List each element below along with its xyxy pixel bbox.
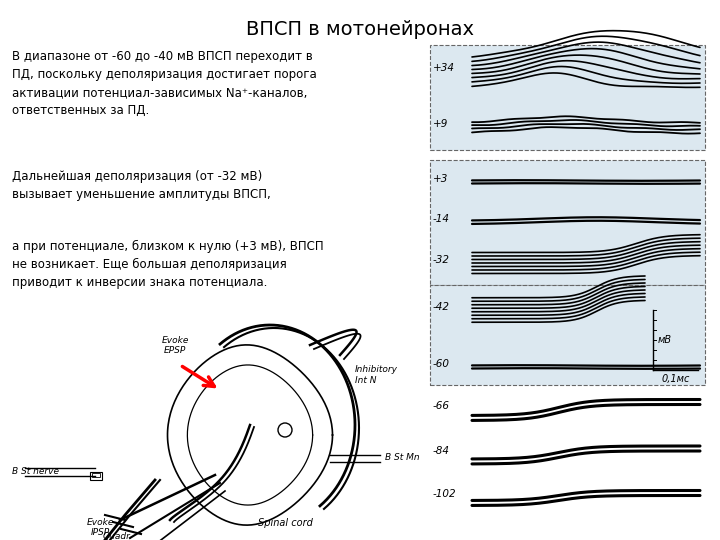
Text: -84: -84 (433, 446, 450, 456)
Text: Evoke
IPSP: Evoke IPSP (86, 518, 114, 537)
Text: -60: -60 (433, 359, 450, 369)
Text: +9: +9 (433, 119, 449, 129)
Text: B St nerve: B St nerve (12, 468, 59, 476)
Text: -32: -32 (433, 255, 450, 265)
Text: 0,1мс: 0,1мс (661, 374, 690, 384)
Text: Дальнейшая деполяризация (от -32 мВ)
вызывает уменьшение амплитуды ВПСП,: Дальнейшая деполяризация (от -32 мВ) выз… (12, 170, 271, 201)
Bar (92, 473, 100, 477)
Text: В диапазоне от -60 до -40 мВ ВПСП переходит в
ПД, поскольку деполяризация достиг: В диапазоне от -60 до -40 мВ ВПСП перехо… (12, 50, 317, 117)
Text: мВ: мВ (658, 335, 672, 345)
Text: -14: -14 (433, 214, 450, 225)
Text: -102: -102 (433, 489, 456, 499)
Bar (90, 472, 102, 480)
Text: +34: +34 (433, 63, 455, 73)
Text: -42: -42 (433, 302, 450, 312)
Text: -66: -66 (433, 401, 450, 411)
Text: Inhibitory
Int N: Inhibitory Int N (355, 365, 398, 384)
Text: +3: +3 (433, 174, 449, 184)
Text: Spinal cord: Spinal cord (258, 518, 312, 528)
Text: Quadr.
nerve: Quadr. nerve (103, 532, 133, 540)
Text: Evoke
EPSP: Evoke EPSP (161, 335, 189, 355)
Polygon shape (430, 285, 705, 385)
Text: ВПСП в мотонейронах: ВПСП в мотонейронах (246, 20, 474, 39)
Polygon shape (430, 160, 705, 285)
Text: а при потенциале, близком к нулю (+3 мВ), ВПСП
не возникает. Еще большая деполяр: а при потенциале, близком к нулю (+3 мВ)… (12, 240, 323, 289)
Text: B St Mn: B St Mn (385, 454, 420, 462)
Polygon shape (430, 45, 705, 150)
